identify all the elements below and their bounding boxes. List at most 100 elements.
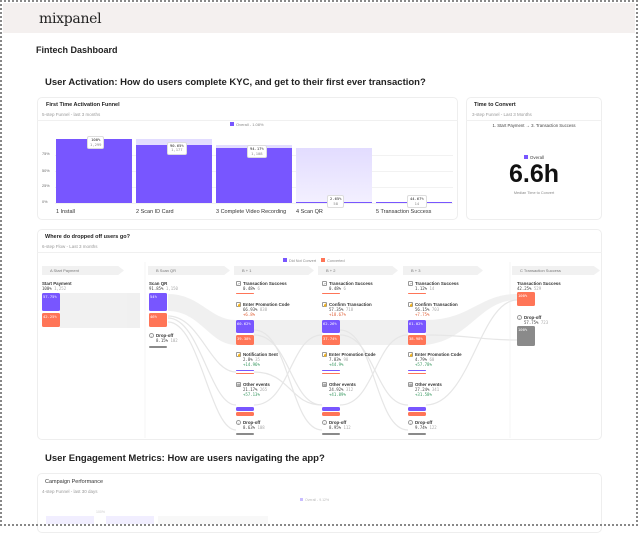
flow-node[interactable]: Transaction Success 1.12% 14 [415,281,459,291]
node-delta: +57.78% [415,362,432,367]
node-percent: 0.48% 6 [243,286,287,291]
flow-node[interactable]: Notification Sent 2.8% 35 +14.96% [243,352,278,367]
flow-step-header[interactable]: B Scan QR [148,266,230,275]
campaign-title[interactable]: Campaign Performance [45,479,104,485]
x-label-1[interactable]: 1 Install [56,209,75,215]
node-name: Confirm Transaction [415,302,458,307]
campaign-card[interactable] [37,473,602,533]
pointer-icon: ☝ [322,302,328,307]
node-name: Other events [329,382,356,387]
did-not-convert-bar[interactable] [322,370,340,371]
flow-step-header[interactable]: B + 3 [403,266,483,275]
converted-bar[interactable] [236,373,254,374]
flow-node[interactable]: Drop-off 8.63% 108 [243,420,265,430]
flow-node[interactable]: Confirm Transaction 57.35% 718 +18.67% [329,302,372,317]
node-delta: +18.67% [329,312,346,317]
did-not-convert-bar[interactable]: 54% [149,293,167,311]
node-percent: 66.93% 838 [243,307,290,312]
node-bar[interactable]: 100% [517,292,535,306]
funnel-title[interactable]: First Time Activation Funnel [46,102,120,108]
time-to-convert-card[interactable] [466,97,602,220]
converted-bar[interactable] [322,373,340,374]
node-pct: 57.75% [524,320,539,325]
converted-bar[interactable] [322,412,340,416]
flow-node[interactable]: Transaction Success 0.48% 6 [243,281,287,291]
x-label-2[interactable]: 2 Scan ID Card [136,209,174,215]
node-delta: +44.9% [329,362,344,367]
flow-node[interactable]: Other events 24.92% 312 +41.89% [329,382,356,397]
did-not-convert-bar[interactable]: 62.26% [322,320,340,333]
drop-off-icon: ↓ [236,420,241,425]
did-not-convert-bar[interactable] [408,370,426,371]
converted-bar[interactable]: 37.74% [322,335,340,345]
node-name: Notification Sent [243,352,278,357]
flow-node[interactable]: Other events 27.24% 341 +31.58% [415,382,442,397]
converted-bar[interactable] [236,293,254,294]
flow-step-header[interactable]: A Start Payment [42,266,124,275]
converted-bar[interactable]: 46% [149,313,167,327]
flow-node[interactable]: Enter Promotion Code 4.79% 60 +57.78% [415,352,462,367]
mixpanel-logo[interactable]: mixpanel [39,11,102,27]
did-not-convert-bar[interactable]: 60.62% [236,320,254,333]
drop-off-bar[interactable] [236,433,254,435]
legend-did-not-convert[interactable]: Did Not Convert [283,258,316,263]
ttc-subtitle: 3-step Funnel - Last 3 Months [472,112,532,117]
flow-step-header[interactable]: B + 2 [318,266,398,275]
did-not-convert-bar[interactable] [236,370,254,371]
flow-node[interactable]: Transaction Success 42.25% 529 [517,281,561,291]
node-count: 108 [257,425,265,430]
converted-bar[interactable]: 38.98% [408,335,426,345]
converted-bar[interactable]: 42.25% [42,313,60,327]
legend-swatch [230,122,234,126]
flow-node[interactable]: Drop-off 8.15% 102 [156,333,178,343]
drop-off-icon: ↓ [408,420,413,425]
did-not-convert-bar[interactable]: 61.02% [408,320,426,333]
funnel-dropoff-bar[interactable] [296,148,372,203]
node-count: 723 [540,320,549,325]
flow-node[interactable]: Scan QR 91.85% 1,150 [149,281,178,291]
drop-off-bar[interactable] [149,346,167,348]
x-label-4[interactable]: 4 Scan QR [296,209,323,215]
node-pct: 7.83% [329,357,342,362]
flow-title[interactable]: Where do dropped off users go? [45,234,130,240]
drop-off-bar[interactable] [322,433,340,435]
node-count: 1,252 [54,286,67,291]
flow-node[interactable]: Start Payment 100% 1,252 [42,281,72,291]
did-not-convert-bar[interactable] [408,407,426,411]
funnel-bar-1[interactable] [56,139,132,203]
converted-bar[interactable] [408,373,426,374]
converted-bar[interactable] [408,293,426,294]
node-percent: 27.24% 341 [415,387,442,392]
funnel-step-label: 2.65% 58 [327,195,345,208]
flow-node[interactable]: Confirm Transaction 56.15% 703 +7.75% [415,302,458,317]
flow-node[interactable]: Drop-off 9.74% 122 [415,420,437,430]
did-not-convert-bar[interactable] [322,407,340,411]
flow-node[interactable]: Enter Promotion Code 66.93% 838 +6.8% [243,302,290,317]
drop-off-bar[interactable] [408,433,426,435]
converted-bar[interactable] [322,293,340,294]
x-label-3[interactable]: 3 Complete Video Recording [216,209,287,215]
step-count: 1,299 [90,141,102,147]
legend-converted[interactable]: Converted [321,258,345,263]
flow-node[interactable]: Other events 21.17% 265 +57.13% [243,382,270,397]
node-pct: 9.74% [415,425,428,430]
node-name: Start Payment [42,281,72,286]
ttc-title[interactable]: Time to Convert [474,102,516,108]
flow-node[interactable]: Drop-off 57.75% 723 [524,315,548,325]
node-bar[interactable]: 100% [517,326,535,346]
flow-node[interactable]: Enter Promotion Code 7.83% 98 +44.9% [329,352,376,367]
flow-node[interactable]: Transaction Success 0.48% 6 [329,281,373,291]
flow-node[interactable]: Drop-off 8.95% 112 [329,420,351,430]
funnel-legend[interactable]: Overall - 1.08% [230,122,264,127]
node-count: 341 [431,387,440,392]
step-percent: 2.65% [330,196,342,201]
x-label-5[interactable]: 5 Transaction Success [376,209,432,215]
node-count: 838 [259,307,268,312]
converted-bar[interactable] [236,412,254,416]
flow-step-header[interactable]: C Transaction Success [512,266,600,275]
converted-bar[interactable]: 39.38% [236,335,254,345]
did-not-convert-bar[interactable]: 57.75% [42,293,60,311]
did-not-convert-bar[interactable] [236,407,254,411]
flow-step-header[interactable]: B + 1 [234,266,314,275]
converted-bar[interactable] [408,412,426,416]
